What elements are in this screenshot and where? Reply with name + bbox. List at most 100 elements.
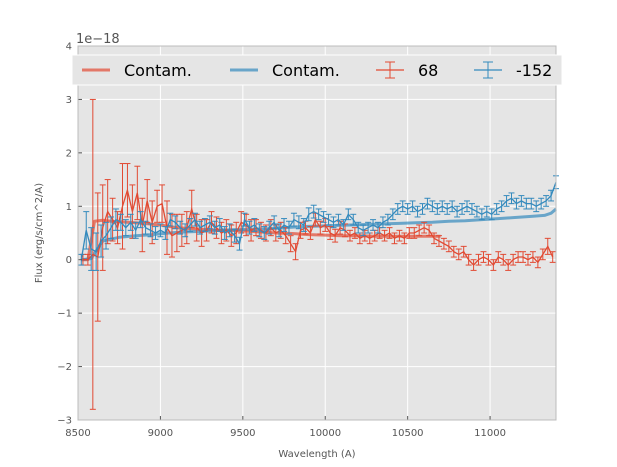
- error-bar: [221, 226, 228, 240]
- error-bar: [426, 224, 433, 237]
- error-bar: [528, 197, 535, 210]
- error-bar: [386, 227, 393, 239]
- error-bar: [246, 220, 253, 235]
- error-bar: [317, 220, 324, 235]
- error-bar: [276, 223, 283, 238]
- error-bar: [211, 220, 218, 235]
- error-bar: [490, 259, 497, 271]
- y-tick-label: 2: [66, 148, 72, 159]
- error-bar: [396, 229, 403, 242]
- error-bar: [465, 253, 472, 266]
- error-bar: [503, 195, 510, 207]
- error-bar: [109, 197, 116, 242]
- error-bar: [493, 203, 500, 215]
- error-bar: [470, 259, 477, 271]
- error-bar: [159, 184, 166, 223]
- error-bar: [287, 235, 294, 253]
- error-bar: [518, 195, 525, 207]
- error-bar: [419, 203, 426, 215]
- error-bar: [285, 220, 292, 235]
- error-bar: [389, 208, 396, 221]
- error-bar: [440, 237, 447, 250]
- error-bar: [538, 197, 545, 210]
- error-bar: [267, 219, 274, 237]
- error-bar: [178, 213, 185, 247]
- x-tick-label: 9000: [148, 428, 173, 439]
- error-bar: [201, 218, 208, 232]
- error-bar: [281, 218, 288, 232]
- error-bar: [374, 221, 381, 234]
- error-bar: [241, 212, 248, 227]
- error-bar: [83, 211, 90, 250]
- error-bar: [379, 216, 386, 229]
- error-bar: [549, 251, 556, 263]
- error-bar: [360, 224, 367, 237]
- error-bar: [429, 200, 436, 213]
- error-bar: [533, 200, 540, 213]
- y-tick-label: −2: [57, 362, 72, 373]
- error-bar: [266, 220, 273, 235]
- error-bar: [431, 232, 438, 245]
- error-bar: [529, 251, 536, 263]
- error-bar: [134, 165, 141, 221]
- error-bar: [399, 200, 406, 213]
- legend-label: -152: [516, 61, 552, 80]
- ticks: 8500 9000 9500 10000 10500 11000 −3 −2 −1 0 1 2 3 4: [57, 42, 557, 439]
- error-bar: [216, 218, 223, 232]
- error-bar: [384, 213, 391, 226]
- error-bar: [414, 205, 421, 218]
- error-bar: [226, 223, 233, 238]
- error-bar: [257, 221, 264, 239]
- error-bar: [89, 98, 96, 410]
- error-bar: [277, 221, 284, 239]
- error-bar: [473, 205, 480, 218]
- error-bar: [416, 224, 423, 237]
- error-bar: [132, 221, 139, 239]
- x-tick-label: 10000: [309, 428, 341, 439]
- error-bar: [192, 212, 199, 227]
- legend-item-2: Contam.: [230, 61, 340, 80]
- error-bar: [307, 226, 314, 240]
- error-bar: [381, 229, 388, 242]
- error-bar: [459, 203, 466, 215]
- error-bar: [335, 213, 342, 226]
- x-tick-label: 11000: [474, 428, 506, 439]
- error-bar: [508, 192, 515, 205]
- error-bar: [206, 215, 213, 230]
- error-bar: [310, 204, 317, 219]
- error-bar: [391, 232, 398, 245]
- error-bar: [332, 228, 339, 243]
- error-bar: [513, 197, 520, 210]
- error-bar: [421, 221, 428, 234]
- error-bar: [505, 259, 512, 271]
- error-bar: [251, 218, 258, 232]
- error-bar: [93, 232, 100, 271]
- error-bar: [394, 203, 401, 215]
- error-bar: [117, 213, 124, 231]
- error-bar: [450, 245, 457, 258]
- x-tick-label: 8500: [65, 428, 90, 439]
- x-tick-label: 9500: [230, 428, 255, 439]
- error-bar: [167, 212, 174, 227]
- y-offset-label: 1e−18: [76, 32, 120, 47]
- error-bar: [401, 232, 408, 245]
- error-bar: [351, 227, 358, 239]
- error-bar: [548, 189, 555, 202]
- error-bar: [424, 197, 431, 210]
- error-bar: [290, 212, 297, 227]
- error-bar: [295, 215, 302, 230]
- error-bar: [223, 219, 230, 242]
- error-bar: [500, 253, 507, 266]
- error-bar: [208, 211, 215, 234]
- legend-label: Contam.: [272, 61, 340, 80]
- error-bar: [262, 224, 269, 242]
- error-bar: [103, 221, 110, 250]
- error-bar: [350, 213, 357, 226]
- error-bar: [463, 200, 470, 213]
- error-bar: [345, 208, 352, 221]
- error-bar: [107, 216, 114, 239]
- error-bar: [498, 200, 505, 213]
- error-bar: [409, 200, 416, 213]
- series-line: [82, 187, 554, 267]
